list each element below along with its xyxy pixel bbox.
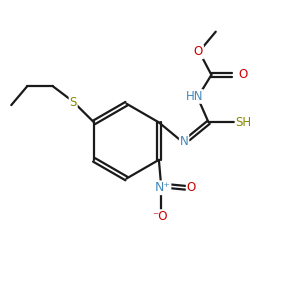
Text: N⁺: N⁺	[155, 181, 170, 194]
Text: HN: HN	[185, 90, 203, 103]
Text: ⁻O: ⁻O	[152, 210, 167, 223]
Text: O: O	[187, 181, 196, 194]
Text: O: O	[194, 45, 203, 58]
Text: N: N	[180, 134, 188, 148]
Text: SH: SH	[236, 116, 252, 129]
Text: O: O	[238, 68, 247, 82]
Text: S: S	[69, 96, 77, 109]
